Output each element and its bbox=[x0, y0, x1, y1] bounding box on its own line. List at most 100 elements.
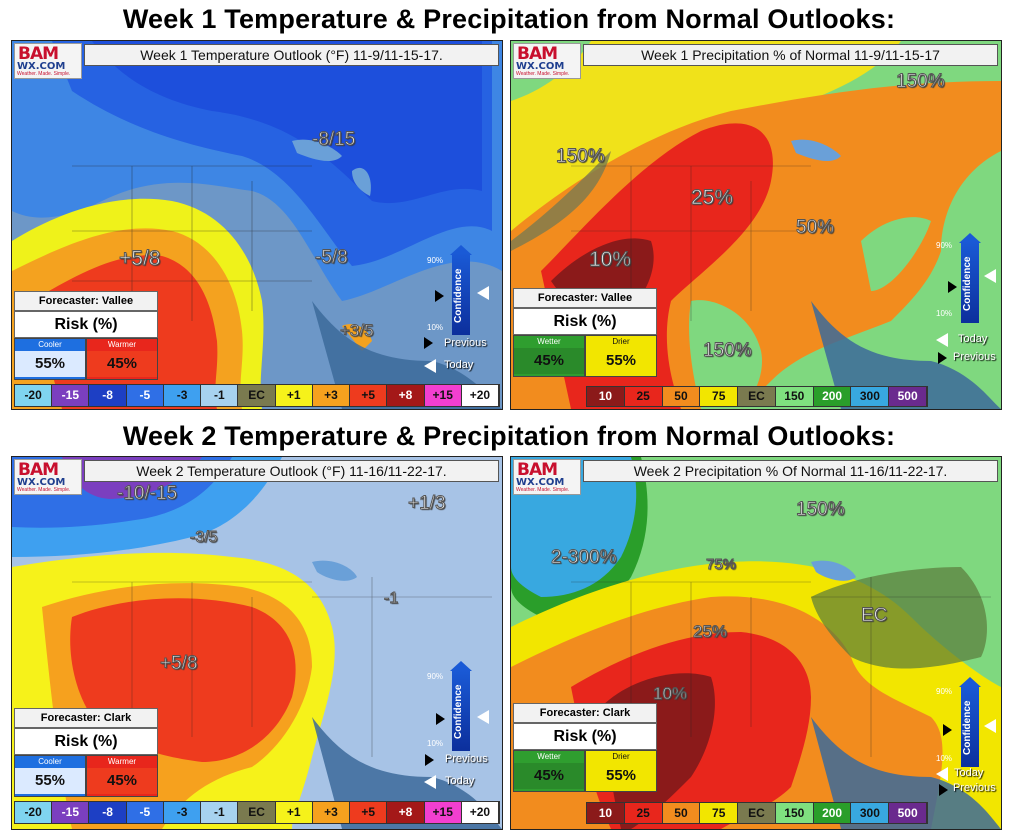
previous-legend-icon bbox=[425, 754, 434, 766]
map-label: 50% bbox=[795, 217, 835, 239]
map-label: 2-300% bbox=[551, 547, 617, 569]
map-label: EC bbox=[860, 605, 888, 627]
risk-left-value: 55% bbox=[15, 351, 85, 377]
scale-swatch: 75 bbox=[700, 387, 739, 406]
risk-right-label: Warmer bbox=[107, 757, 137, 766]
scale-swatch: 25 bbox=[624, 803, 663, 823]
scale-swatch: -15 bbox=[52, 385, 90, 406]
map-label: +1/3 bbox=[408, 493, 447, 515]
map-label: 150% bbox=[556, 146, 606, 168]
scale-swatch: 10 bbox=[587, 387, 625, 406]
scale-swatch: -20 bbox=[15, 385, 53, 406]
logo-tagline: Weather. Made. Simple. bbox=[17, 71, 71, 77]
scale-swatch: 500 bbox=[889, 803, 928, 823]
logo-bam-text: BAM bbox=[517, 460, 558, 480]
confidence-label: Confidence bbox=[453, 684, 464, 739]
previous-marker-icon bbox=[436, 713, 445, 725]
previous-marker-icon bbox=[948, 281, 957, 293]
logo-bam-text: BAM bbox=[18, 460, 59, 480]
scale-swatch: -8 bbox=[89, 802, 127, 823]
risk-left-label: Wetter bbox=[537, 752, 561, 761]
risk-left-label: Wetter bbox=[537, 337, 561, 346]
scale-swatch: -1 bbox=[201, 802, 239, 823]
today-legend-text: Today bbox=[444, 359, 474, 371]
confidence-low: 10% bbox=[936, 309, 953, 318]
risk-title: Risk (%) bbox=[14, 311, 158, 338]
scale-swatch: +1 bbox=[275, 385, 313, 406]
week1-temperature-map bbox=[12, 41, 502, 409]
risk-right-label: Drier bbox=[612, 752, 630, 761]
map-label: +5/8 bbox=[118, 247, 161, 271]
today-marker-icon bbox=[477, 710, 489, 724]
logo-tagline: Weather. Made. Simple. bbox=[516, 71, 570, 77]
scale-swatch: 25 bbox=[624, 387, 663, 406]
panel-title: Week 2 Precipitation % Of Normal 11-16/1… bbox=[583, 460, 998, 482]
risk-right-value: 45% bbox=[87, 351, 157, 377]
precipitation-color-scale: 10 25 50 75 EC 150 200 300 500 bbox=[586, 386, 928, 407]
risk-title: Risk (%) bbox=[513, 308, 657, 335]
scale-swatch: +15 bbox=[424, 802, 462, 823]
logo-bam-text: BAM bbox=[18, 44, 59, 64]
scale-swatch: 75 bbox=[700, 803, 739, 823]
risk-left-label: Cooler bbox=[38, 340, 62, 349]
scale-swatch: +5 bbox=[350, 802, 388, 823]
today-legend-icon bbox=[936, 767, 948, 781]
previous-marker-icon bbox=[435, 290, 444, 302]
risk-right-label: Drier bbox=[612, 337, 630, 346]
scale-swatch: 150 bbox=[775, 803, 814, 823]
panel-title: Week 2 Temperature Outlook (°F) 11-16/11… bbox=[84, 460, 499, 482]
scale-swatch: -1 bbox=[201, 385, 239, 406]
risk-right-label: Warmer bbox=[107, 340, 137, 349]
risk-title: Risk (%) bbox=[14, 728, 158, 755]
previous-legend-text: Previous bbox=[445, 753, 488, 765]
today-legend-icon bbox=[424, 775, 436, 789]
map-label: -5/8 bbox=[315, 247, 349, 269]
previous-legend-icon bbox=[939, 784, 948, 796]
temperature-color-scale: -20 -15 -8 -5 -3 -1 EC +1 +3 +5 +8 +15 +20 bbox=[14, 384, 500, 407]
risk-right-value: 55% bbox=[586, 763, 656, 789]
today-legend-icon bbox=[424, 359, 436, 373]
map-label: 10% bbox=[652, 684, 688, 704]
risk-drier-box: Drier 55% bbox=[585, 335, 657, 377]
today-marker-icon bbox=[984, 719, 996, 733]
scale-swatch: 150 bbox=[775, 387, 814, 406]
confidence-label: Confidence bbox=[453, 268, 464, 323]
previous-legend-text: Previous bbox=[444, 337, 487, 349]
risk-drier-box: Drier 55% bbox=[585, 750, 657, 792]
today-legend-text: Today bbox=[958, 333, 988, 345]
confidence-label: Confidence bbox=[962, 256, 973, 311]
risk-left-label: Cooler bbox=[38, 757, 62, 766]
confidence-low: 10% bbox=[936, 754, 953, 763]
precipitation-color-scale: 10 25 50 75 EC 150 200 300 500 bbox=[586, 802, 928, 824]
map-label: +3/5 bbox=[340, 321, 375, 341]
forecaster-label: Forecaster: Vallee bbox=[14, 291, 158, 311]
scale-swatch: +5 bbox=[350, 385, 388, 406]
bamwx-logo: BAM WX.COM Weather. Made. Simple. bbox=[14, 459, 82, 495]
today-marker-icon bbox=[984, 269, 996, 283]
scale-swatch: 200 bbox=[813, 387, 852, 406]
panel-title: Week 1 Precipitation % of Normal 11-9/11… bbox=[583, 44, 998, 66]
confidence-high: 90% bbox=[936, 687, 953, 696]
scale-swatch: 500 bbox=[889, 387, 928, 406]
scale-swatch: 50 bbox=[662, 803, 701, 823]
previous-legend-icon bbox=[938, 352, 947, 364]
risk-wetter-box: Wetter 45% bbox=[513, 335, 585, 377]
today-legend-icon bbox=[936, 333, 948, 347]
logo-wx-text: WX.COM bbox=[17, 477, 66, 488]
scale-swatch: +8 bbox=[387, 385, 425, 406]
risk-warmer-box: Warmer 45% bbox=[86, 338, 158, 380]
previous-legend-text: Previous bbox=[953, 351, 996, 363]
previous-marker-icon bbox=[943, 724, 952, 736]
scale-swatch: +20 bbox=[461, 802, 500, 823]
bamwx-logo: BAM WX.COM Weather. Made. Simple. bbox=[513, 43, 581, 79]
risk-right-value: 55% bbox=[586, 348, 656, 374]
scale-swatch: -20 bbox=[15, 802, 53, 823]
risk-left-value: 45% bbox=[514, 348, 584, 374]
today-marker-icon bbox=[477, 286, 489, 300]
map-label: 10% bbox=[588, 248, 632, 272]
scale-swatch: 300 bbox=[851, 387, 890, 406]
risk-right-value: 45% bbox=[87, 768, 157, 794]
map-label: 150% bbox=[796, 499, 846, 521]
scale-swatch: 200 bbox=[813, 803, 852, 823]
scale-swatch: -15 bbox=[52, 802, 90, 823]
